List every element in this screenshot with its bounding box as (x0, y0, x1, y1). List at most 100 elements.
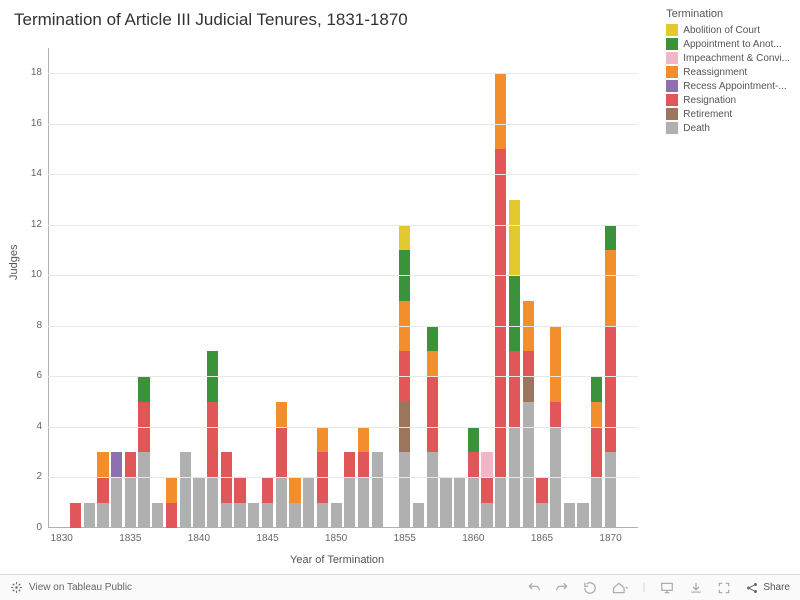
bar-1863[interactable] (509, 200, 520, 528)
bar-1834[interactable] (111, 452, 122, 528)
bar-1846[interactable] (276, 402, 287, 528)
seg-reassignment[interactable] (591, 402, 602, 427)
seg-death[interactable] (303, 477, 314, 528)
seg-reassignment[interactable] (317, 427, 328, 452)
seg-death[interactable] (481, 503, 492, 528)
seg-appointment[interactable] (509, 275, 520, 351)
bar-1845[interactable] (262, 477, 273, 528)
seg-resignation[interactable] (427, 376, 438, 452)
seg-resignation[interactable] (358, 452, 369, 477)
bar-1833[interactable] (97, 452, 108, 528)
seg-resignation[interactable] (125, 452, 136, 477)
seg-death[interactable] (193, 477, 204, 528)
bar-1848[interactable] (303, 477, 314, 528)
seg-death[interactable] (138, 452, 149, 528)
legend-item-reassignment[interactable]: Reassignment (666, 65, 790, 79)
seg-abolition[interactable] (509, 200, 520, 276)
bar-1864[interactable] (523, 301, 534, 528)
seg-death[interactable] (358, 477, 369, 528)
seg-death[interactable] (536, 503, 547, 528)
revert-button[interactable] (583, 581, 597, 595)
seg-death[interactable] (564, 503, 575, 528)
seg-appointment[interactable] (591, 376, 602, 401)
seg-death[interactable] (248, 503, 259, 528)
bar-1867[interactable] (564, 503, 575, 528)
seg-death[interactable] (523, 402, 534, 528)
seg-resignation[interactable] (276, 427, 287, 478)
bar-1850[interactable] (331, 503, 342, 528)
seg-death[interactable] (454, 477, 465, 528)
seg-death[interactable] (276, 477, 287, 528)
seg-resignation[interactable] (605, 326, 616, 452)
bar-1868[interactable] (577, 503, 588, 528)
seg-reassignment[interactable] (605, 250, 616, 326)
seg-death[interactable] (344, 477, 355, 528)
legend-item-abolition[interactable]: Abolition of Court (666, 23, 790, 37)
legend-item-death[interactable]: Death (666, 121, 790, 135)
seg-reassignment[interactable] (166, 478, 177, 503)
seg-resignation[interactable] (468, 452, 479, 477)
seg-death[interactable] (152, 503, 163, 528)
seg-reassignment[interactable] (358, 427, 369, 452)
bar-1862[interactable] (495, 73, 506, 528)
seg-resignation[interactable] (550, 402, 561, 427)
seg-reassignment[interactable] (550, 326, 561, 402)
seg-death[interactable] (111, 477, 122, 528)
legend-item-resignation[interactable]: Resignation (666, 93, 790, 107)
bar-1844[interactable] (248, 503, 259, 528)
seg-reassignment[interactable] (97, 452, 108, 477)
bar-1835[interactable] (125, 452, 136, 528)
seg-resignation[interactable] (262, 478, 273, 503)
seg-death[interactable] (207, 477, 218, 528)
bar-1853[interactable] (372, 452, 383, 528)
bar-1838[interactable] (166, 477, 177, 528)
seg-death[interactable] (221, 503, 232, 528)
bar-1861[interactable] (481, 452, 492, 528)
share-button[interactable]: Share (745, 581, 790, 595)
seg-death[interactable] (468, 477, 479, 528)
undo-button[interactable] (527, 581, 541, 595)
download-button[interactable] (689, 581, 703, 595)
bar-1836[interactable] (138, 376, 149, 528)
seg-death[interactable] (399, 452, 410, 528)
bar-1847[interactable] (289, 477, 300, 528)
seg-reassignment[interactable] (276, 402, 287, 427)
seg-appointment[interactable] (427, 326, 438, 351)
tableau-public-link[interactable]: View on Tableau Public (10, 581, 132, 594)
seg-death[interactable] (440, 477, 451, 528)
fullscreen-button[interactable] (717, 581, 731, 595)
seg-appointment[interactable] (605, 225, 616, 250)
seg-death[interactable] (262, 503, 273, 528)
bar-1869[interactable] (591, 376, 602, 528)
bar-1858[interactable] (440, 477, 451, 528)
presentation-button[interactable] (659, 581, 675, 595)
seg-death[interactable] (605, 452, 616, 528)
bar-1832[interactable] (84, 503, 95, 528)
legend-item-appointment[interactable]: Appointment to Anot... (666, 37, 790, 51)
seg-death[interactable] (413, 503, 424, 528)
redo-button[interactable] (555, 581, 569, 595)
seg-death[interactable] (317, 503, 328, 528)
seg-resignation[interactable] (523, 351, 534, 376)
seg-death[interactable] (289, 503, 300, 528)
seg-impeachment[interactable] (481, 452, 492, 477)
seg-death[interactable] (125, 477, 136, 528)
bar-1842[interactable] (221, 452, 232, 528)
legend-item-recess[interactable]: Recess Appointment-... (666, 79, 790, 93)
seg-death[interactable] (84, 503, 95, 528)
seg-death[interactable] (180, 452, 191, 528)
seg-retirement[interactable] (523, 376, 534, 401)
seg-recess[interactable] (111, 452, 122, 477)
seg-resignation[interactable] (509, 351, 520, 427)
seg-death[interactable] (234, 503, 245, 528)
seg-reassignment[interactable] (427, 351, 438, 376)
bar-1851[interactable] (344, 452, 355, 528)
seg-resignation[interactable] (97, 478, 108, 503)
bar-1865[interactable] (536, 477, 547, 528)
bar-1831[interactable] (70, 503, 81, 528)
bar-1837[interactable] (152, 503, 163, 528)
home-dropdown[interactable] (611, 581, 629, 595)
seg-resignation[interactable] (344, 452, 355, 477)
bar-1843[interactable] (234, 477, 245, 528)
seg-death[interactable] (331, 503, 342, 528)
